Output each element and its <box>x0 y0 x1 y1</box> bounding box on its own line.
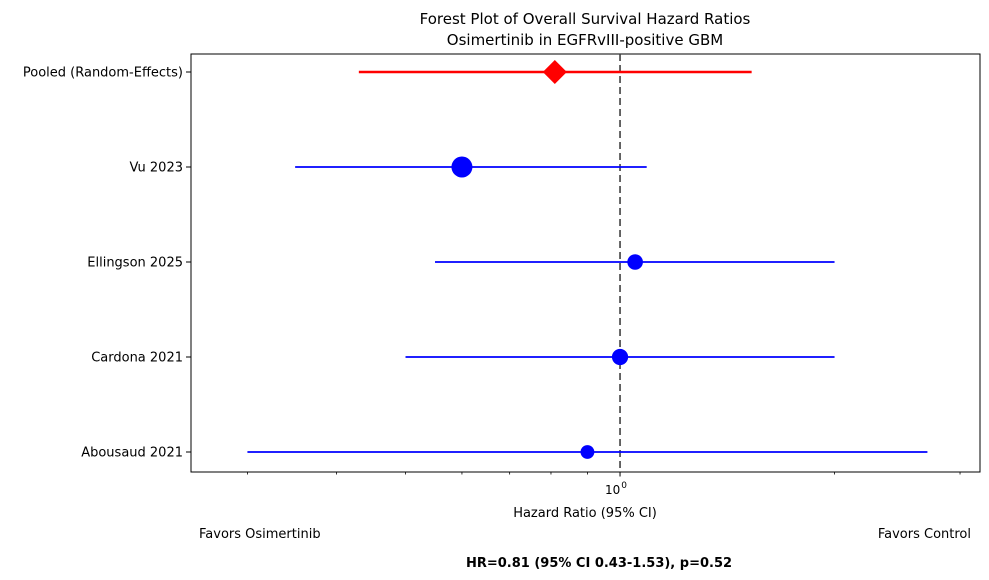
x-axis-label: Hazard Ratio (95% CI) <box>513 506 657 521</box>
favors-left-annotation: Favors Osimertinib <box>199 527 321 542</box>
pooled-estimate-row: Pooled (Random-Effects) <box>23 60 752 84</box>
hr-point-marker <box>451 156 473 178</box>
pooled-diamond-marker <box>542 60 567 84</box>
study-label: Pooled (Random-Effects) <box>23 66 183 81</box>
study-row: Abousaud 2021 <box>81 445 928 461</box>
hr-point-marker <box>627 254 643 270</box>
chart-title-line1: Forest Plot of Overall Survival Hazard R… <box>420 10 751 28</box>
favors-right-annotation: Favors Control <box>878 527 971 542</box>
plot-area <box>190 53 981 473</box>
chart-title-line2: Osimertinib in EGFRvIII-positive GBM <box>447 31 723 49</box>
study-row: Ellingson 2025 <box>87 254 835 271</box>
study-label: Abousaud 2021 <box>81 446 183 461</box>
x-tick-label: 100 <box>605 481 627 497</box>
study-rows: Pooled (Random-Effects) Vu 2023 Ellingson … <box>23 60 928 461</box>
study-label: Cardona 2021 <box>91 351 183 366</box>
study-label: Ellingson 2025 <box>87 256 183 271</box>
study-label: Vu 2023 <box>130 161 183 176</box>
study-row: Cardona 2021 <box>91 348 835 366</box>
hr-point-marker <box>580 445 595 459</box>
hr-point-marker <box>611 348 629 366</box>
study-row: Vu 2023 <box>130 156 647 178</box>
summary-footer: HR=0.81 (95% CI 0.43-1.53), p=0.52 <box>466 556 732 571</box>
x-ticks: 100 <box>247 472 961 497</box>
